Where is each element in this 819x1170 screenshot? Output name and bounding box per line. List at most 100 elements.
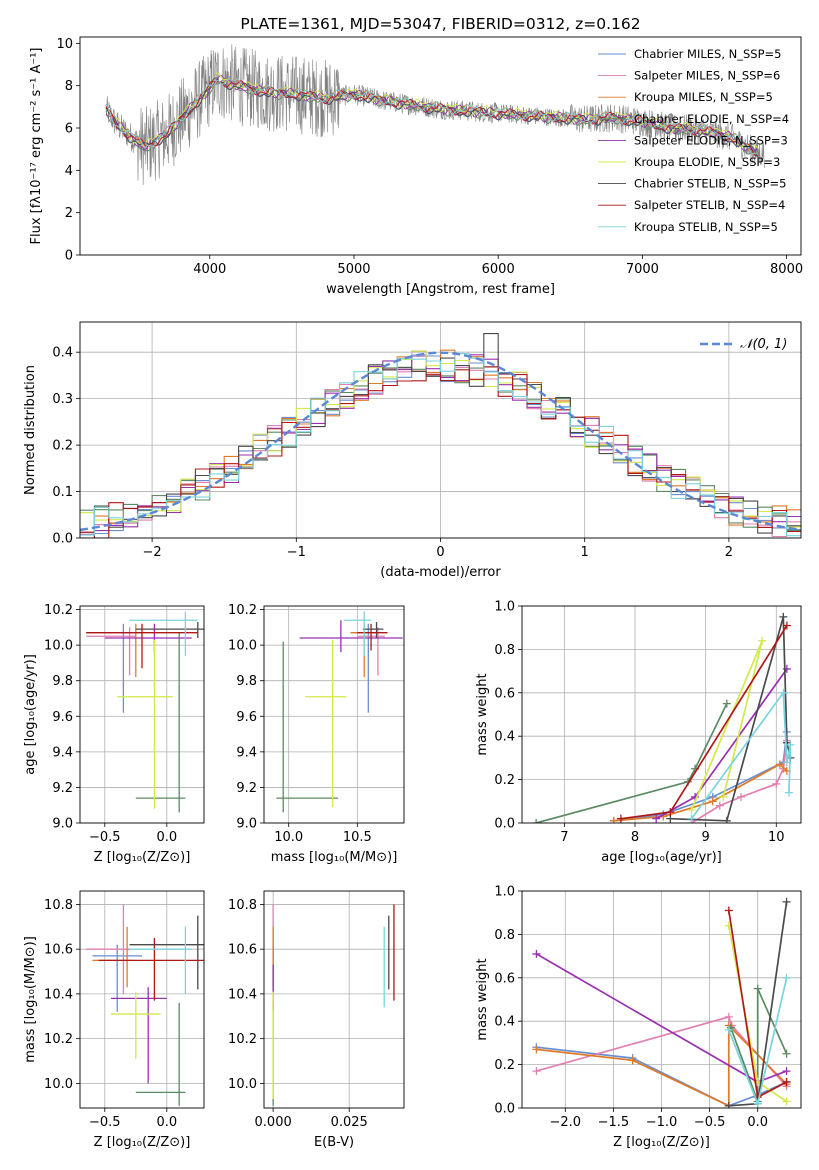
x-tick-label: 5000 [337, 262, 370, 277]
x-tick-label: −0.5 [694, 1115, 726, 1130]
errorbar-point-8 [98, 937, 204, 1001]
grid [80, 891, 204, 1108]
data-marker [753, 1099, 762, 1108]
y-tick-label: 0 [65, 249, 73, 264]
legend-label: Salpeter MILES, N_SSP=6 [634, 69, 780, 83]
panel-8: −2.0 −1.5 −1.0 −0.5 0.0 0.0 0.2 0.4 0.6 0.8 1.0 Z [… [475, 885, 802, 1150]
grid [264, 606, 404, 823]
chart-title: PLATE=1361, MJD=53047, FIBERID=0312, z=0… [240, 15, 640, 33]
data-marker [724, 1012, 733, 1021]
y-tick-label: 9.4 [52, 745, 73, 760]
axes: 4000 5000 6000 7000 8000 0 2 4 6 8 10 wavelength [A… [29, 36, 803, 297]
x-tick-label: 8000 [770, 262, 803, 277]
errorbar-point-4 [135, 632, 186, 813]
data-marker [782, 1067, 791, 1076]
x-axis-label: (data-model)/error [380, 565, 501, 580]
y-tick-label: 9.8 [236, 674, 257, 689]
x-tick-label: 0.0 [156, 830, 177, 845]
panel-3: −0.5 0.0 9.0 9.2 9.4 9.6 9.8 10.0 10.2 Z [log₁₀(Z… [23, 603, 205, 865]
errorbar-point-7 [129, 915, 204, 990]
data-marker [753, 984, 762, 993]
legend-label: Salpeter STELIB, N_SSP=4 [634, 198, 785, 212]
plot-area [264, 606, 404, 823]
panel-6: −0.5 0.0 10.0 10.2 10.4 10.6 10.8 Z [log₁₀(Z/Z⊙… [23, 890, 205, 1150]
data-marker [724, 1025, 733, 1034]
legend-label: Kroupa ELODIE, N_SSP=3 [634, 155, 780, 169]
legend-label: 𝒩(0, 1) [740, 337, 787, 352]
data-marker [722, 816, 731, 823]
data-marker [772, 779, 781, 788]
x-axis-label: mass [log₁₀(M/M⊙)] [271, 850, 398, 865]
y-tick-label: 4 [65, 164, 73, 179]
x-tick-label: −0.5 [89, 830, 121, 845]
y-axis-label: mass weight [475, 958, 490, 1040]
x-tick-label: −1.5 [598, 1115, 630, 1130]
data-marker [782, 897, 791, 906]
y-tick-label: 10.0 [228, 1077, 257, 1092]
y-tick-label: 9.0 [236, 817, 257, 832]
errorbar-point-2 [86, 627, 136, 676]
data-marker [782, 1049, 791, 1058]
x-tick-label: −1.0 [646, 1115, 678, 1130]
y-axis-label: Normed distribution [23, 365, 38, 495]
x-tick-label: 0.0 [156, 1115, 177, 1130]
x-tick-label: 10.5 [343, 830, 372, 845]
x-tick-label: 2 [725, 545, 733, 560]
mass-weight-series-4 [535, 703, 728, 823]
data-marker [758, 636, 767, 645]
axes-frame [79, 36, 802, 256]
y-tick-label: 0.2 [52, 439, 73, 454]
y-tick-label: 10.2 [228, 1032, 257, 1047]
y-tick-label: 10.0 [44, 1077, 73, 1092]
y-tick-label: 9.2 [236, 781, 257, 796]
x-axis-label: Z [log₁₀(Z/Z⊙)] [613, 1135, 710, 1150]
data-marker [782, 973, 791, 982]
axes-frame [263, 890, 405, 1109]
y-tick-label: 10.2 [44, 1032, 73, 1047]
mass-weight-series-6 [690, 640, 764, 811]
data-marker [715, 801, 724, 810]
x-tick-label: 0.000 [255, 1115, 292, 1130]
errorbar-point-9 [129, 611, 198, 656]
y-tick-label: 0.4 [494, 730, 515, 745]
grid [264, 891, 404, 1108]
axes: 0.000 0.025 10.0 10.2 10.4 10.6 10.8 E(B-V) [228, 890, 405, 1150]
legend-label: Kroupa STELIB, N_SSP=5 [634, 220, 778, 234]
mass-weight-series-4 [730, 988, 788, 1102]
model-spectrum-7 [105, 77, 759, 157]
y-tick-label: 0.8 [494, 928, 515, 943]
x-axis-label: Z [log₁₀(Z/Z⊙)] [94, 850, 191, 865]
panel-5: 7 8 9 10 0.0 0.2 0.4 0.6 0.8 1.0 age [log₁₀(age/yr… [475, 600, 802, 865]
y-tick-label: 10.0 [228, 639, 257, 654]
legend: 𝒩(0, 1) [700, 337, 787, 352]
y-tick-label: 0.8 [494, 643, 515, 658]
y-axis-label: mass weight [475, 673, 490, 755]
y-tick-label: 9.6 [52, 710, 73, 725]
y-tick-label: 10.0 [44, 639, 73, 654]
axes: −2.0 −1.5 −1.0 −0.5 0.0 0.0 0.2 0.4 0.6 0.8 1.0 Z [… [475, 885, 802, 1150]
x-tick-label: 0 [436, 545, 444, 560]
axes: 7 8 9 10 0.0 0.2 0.4 0.6 0.8 1.0 age [log₁₀(age/yr… [475, 600, 802, 865]
errorbar-point-9 [343, 611, 372, 656]
x-tick-label: 6000 [482, 262, 515, 277]
x-tick-label: −2 [143, 545, 162, 560]
errorbar-point-1 [92, 944, 142, 1012]
x-tick-label: −2.0 [550, 1115, 582, 1130]
x-tick-label: −1 [287, 545, 306, 560]
y-tick-label: 0.4 [52, 346, 73, 361]
axes-frame [521, 605, 802, 824]
y-tick-label: 0.6 [494, 971, 515, 986]
x-axis-label: age [log₁₀(age/yr)] [601, 850, 722, 865]
mass-weight-series-2 [691, 740, 788, 823]
y-tick-label: 10.6 [44, 943, 73, 958]
plot-area [80, 606, 204, 823]
axes: −2 −1 0 1 2 0.0 0.1 0.2 0.3 0.4 (data-model)/error… [23, 321, 802, 580]
data-marker [532, 819, 541, 823]
y-tick-label: 10.4 [228, 987, 257, 1002]
y-tick-label: 2 [65, 206, 73, 221]
errorbar-point-4 [135, 1002, 186, 1106]
data-marker [719, 792, 728, 801]
errorbar-point-6 [111, 991, 161, 1059]
y-axis-label: mass [log₁₀(M/M⊙)] [23, 936, 38, 1063]
